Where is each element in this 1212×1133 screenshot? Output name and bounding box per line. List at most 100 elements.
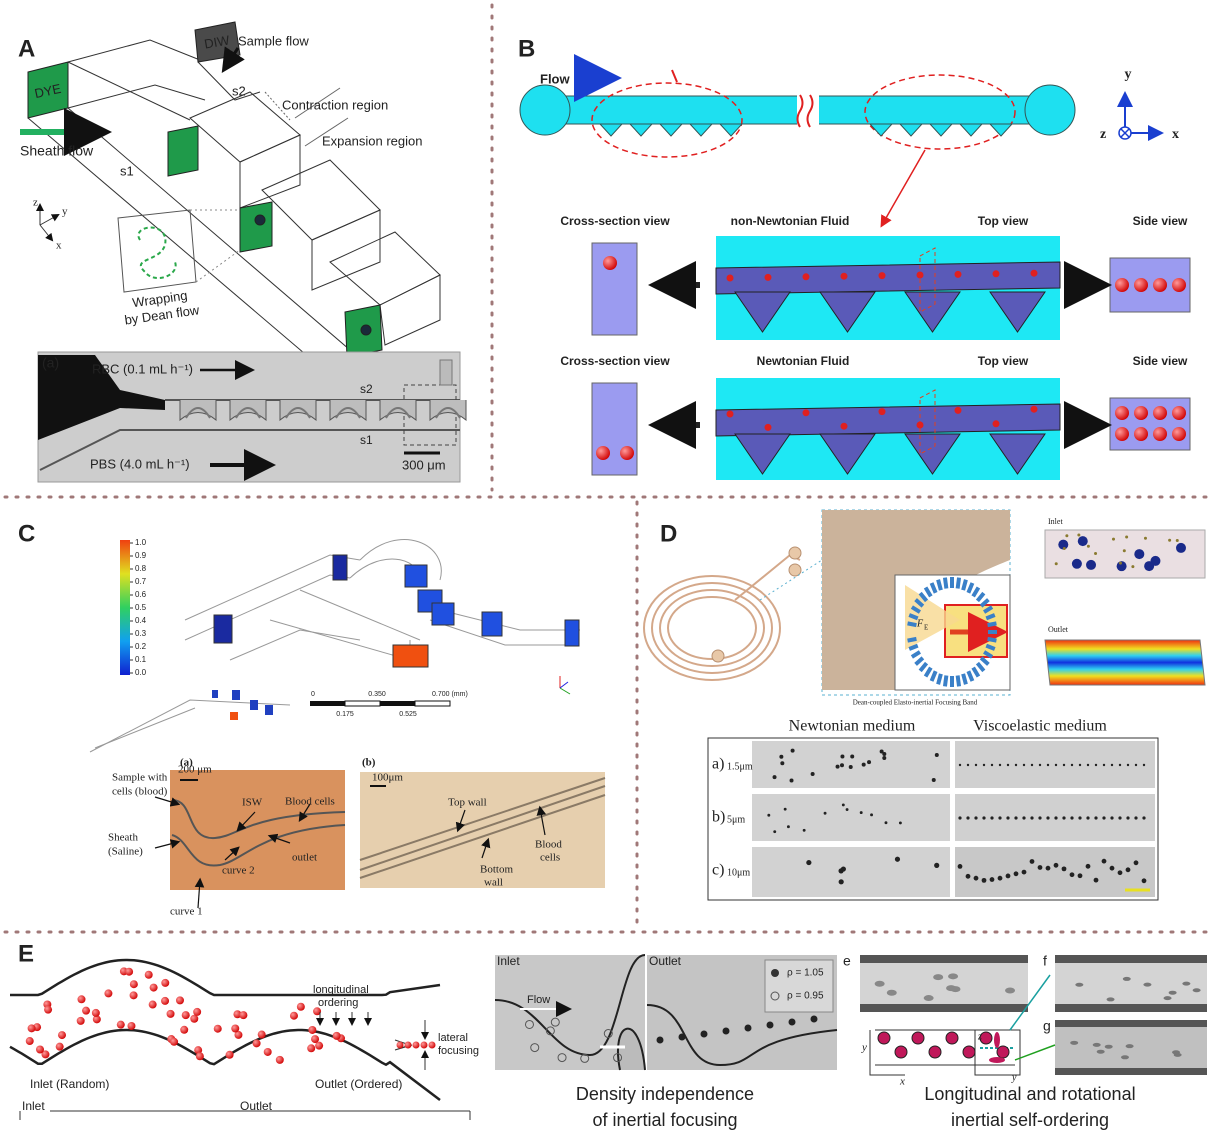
particle — [1102, 859, 1107, 864]
particle — [1115, 406, 1129, 420]
dean-arrow — [988, 639, 997, 641]
panel-a-arrows-line — [40, 215, 58, 225]
label: 0.175 — [336, 711, 354, 718]
particle — [1079, 764, 1081, 766]
label: Flow — [527, 994, 550, 1006]
particle — [784, 808, 787, 811]
particle — [791, 749, 795, 753]
dean-arrow — [945, 675, 946, 686]
particle — [1022, 816, 1025, 819]
particle — [1065, 534, 1068, 537]
panel-a-blocks — [28, 22, 382, 357]
particle — [1030, 816, 1033, 819]
particle — [879, 272, 886, 279]
particle — [727, 411, 734, 418]
channel-wall — [10, 960, 440, 995]
particle — [58, 1031, 66, 1039]
particle — [1143, 983, 1151, 987]
label: y — [1011, 1072, 1017, 1083]
label: 5μm — [727, 814, 745, 825]
label: non-Newtonian Fluid — [731, 214, 850, 228]
label: Sheath — [108, 832, 138, 844]
label: 200 μm — [178, 764, 212, 776]
label: focusing — [438, 1045, 479, 1057]
particle — [1006, 874, 1011, 879]
particle — [870, 813, 873, 816]
panel-b-channel-line — [882, 150, 925, 225]
particle — [1007, 764, 1009, 766]
particle — [1144, 537, 1147, 540]
panel-e-drawing-rect — [1055, 1004, 1207, 1012]
particle — [1086, 816, 1089, 819]
particle — [850, 755, 854, 759]
panel-letter: A — [18, 35, 35, 62]
particle — [1169, 991, 1177, 995]
particle — [879, 408, 886, 415]
particle — [1126, 1044, 1134, 1048]
particle — [974, 816, 977, 819]
label: s1 — [120, 163, 134, 178]
particle — [727, 275, 734, 282]
particle — [1110, 866, 1115, 871]
particle — [1144, 561, 1154, 571]
particle — [849, 765, 853, 769]
label: Viscoelastic medium — [973, 718, 1107, 735]
particle — [997, 1046, 1009, 1058]
particle — [1126, 816, 1129, 819]
panel-c-model-rect — [482, 612, 502, 636]
particle — [803, 409, 810, 416]
particle — [803, 829, 806, 832]
panel-b-views-rect — [1110, 398, 1190, 450]
particle — [982, 816, 985, 819]
panel-d-drawing-circle — [789, 547, 801, 559]
particle — [1123, 549, 1126, 552]
particle — [1054, 816, 1057, 819]
particle — [226, 1051, 234, 1059]
particle — [1102, 816, 1105, 819]
label: 100μm — [372, 772, 403, 784]
panel-e-drawing-rect — [860, 955, 1028, 963]
label: Inlet — [1048, 517, 1063, 526]
label: 0 — [311, 691, 315, 698]
panel-a-drawing-polyline — [68, 85, 205, 108]
particle — [603, 256, 617, 270]
particle — [929, 1046, 941, 1058]
particle — [1105, 1045, 1113, 1049]
particle — [878, 1032, 890, 1044]
particle — [765, 424, 772, 431]
panel-letter: C — [18, 520, 35, 547]
label: 0.8 — [135, 564, 147, 573]
panel-b-channel-line — [672, 70, 677, 82]
label: Dean-coupled Elasto-inertial Focusing Ba… — [853, 699, 978, 707]
label: Sample with — [112, 772, 168, 784]
particle — [180, 1026, 188, 1034]
particle — [167, 1010, 175, 1018]
particle — [1022, 870, 1027, 875]
particle — [214, 1025, 222, 1033]
dean-arrow — [938, 674, 941, 684]
label: Bottom — [480, 864, 513, 876]
particle — [297, 1003, 305, 1011]
particle — [1172, 427, 1186, 441]
particle — [657, 1037, 664, 1044]
particle — [413, 1042, 420, 1049]
particle — [1086, 560, 1096, 570]
particle — [946, 985, 956, 991]
panel-c-model-rect — [380, 701, 415, 706]
label: s2 — [232, 83, 246, 98]
particle — [1023, 764, 1025, 766]
panel-c-model-rect — [565, 620, 579, 646]
label: (b) — [362, 757, 376, 769]
label: 0.0 — [135, 668, 147, 677]
particle — [963, 1046, 975, 1058]
particle — [36, 1045, 44, 1053]
particle — [1112, 538, 1115, 541]
particle — [860, 811, 863, 814]
particle — [1176, 543, 1186, 553]
label: 1.5μm — [727, 761, 753, 772]
particle — [966, 874, 971, 879]
panel-c-ticks — [130, 543, 133, 673]
label: s1 — [360, 433, 373, 447]
panel-a-blocks-circle — [361, 325, 371, 335]
dean-arrow — [938, 580, 941, 590]
